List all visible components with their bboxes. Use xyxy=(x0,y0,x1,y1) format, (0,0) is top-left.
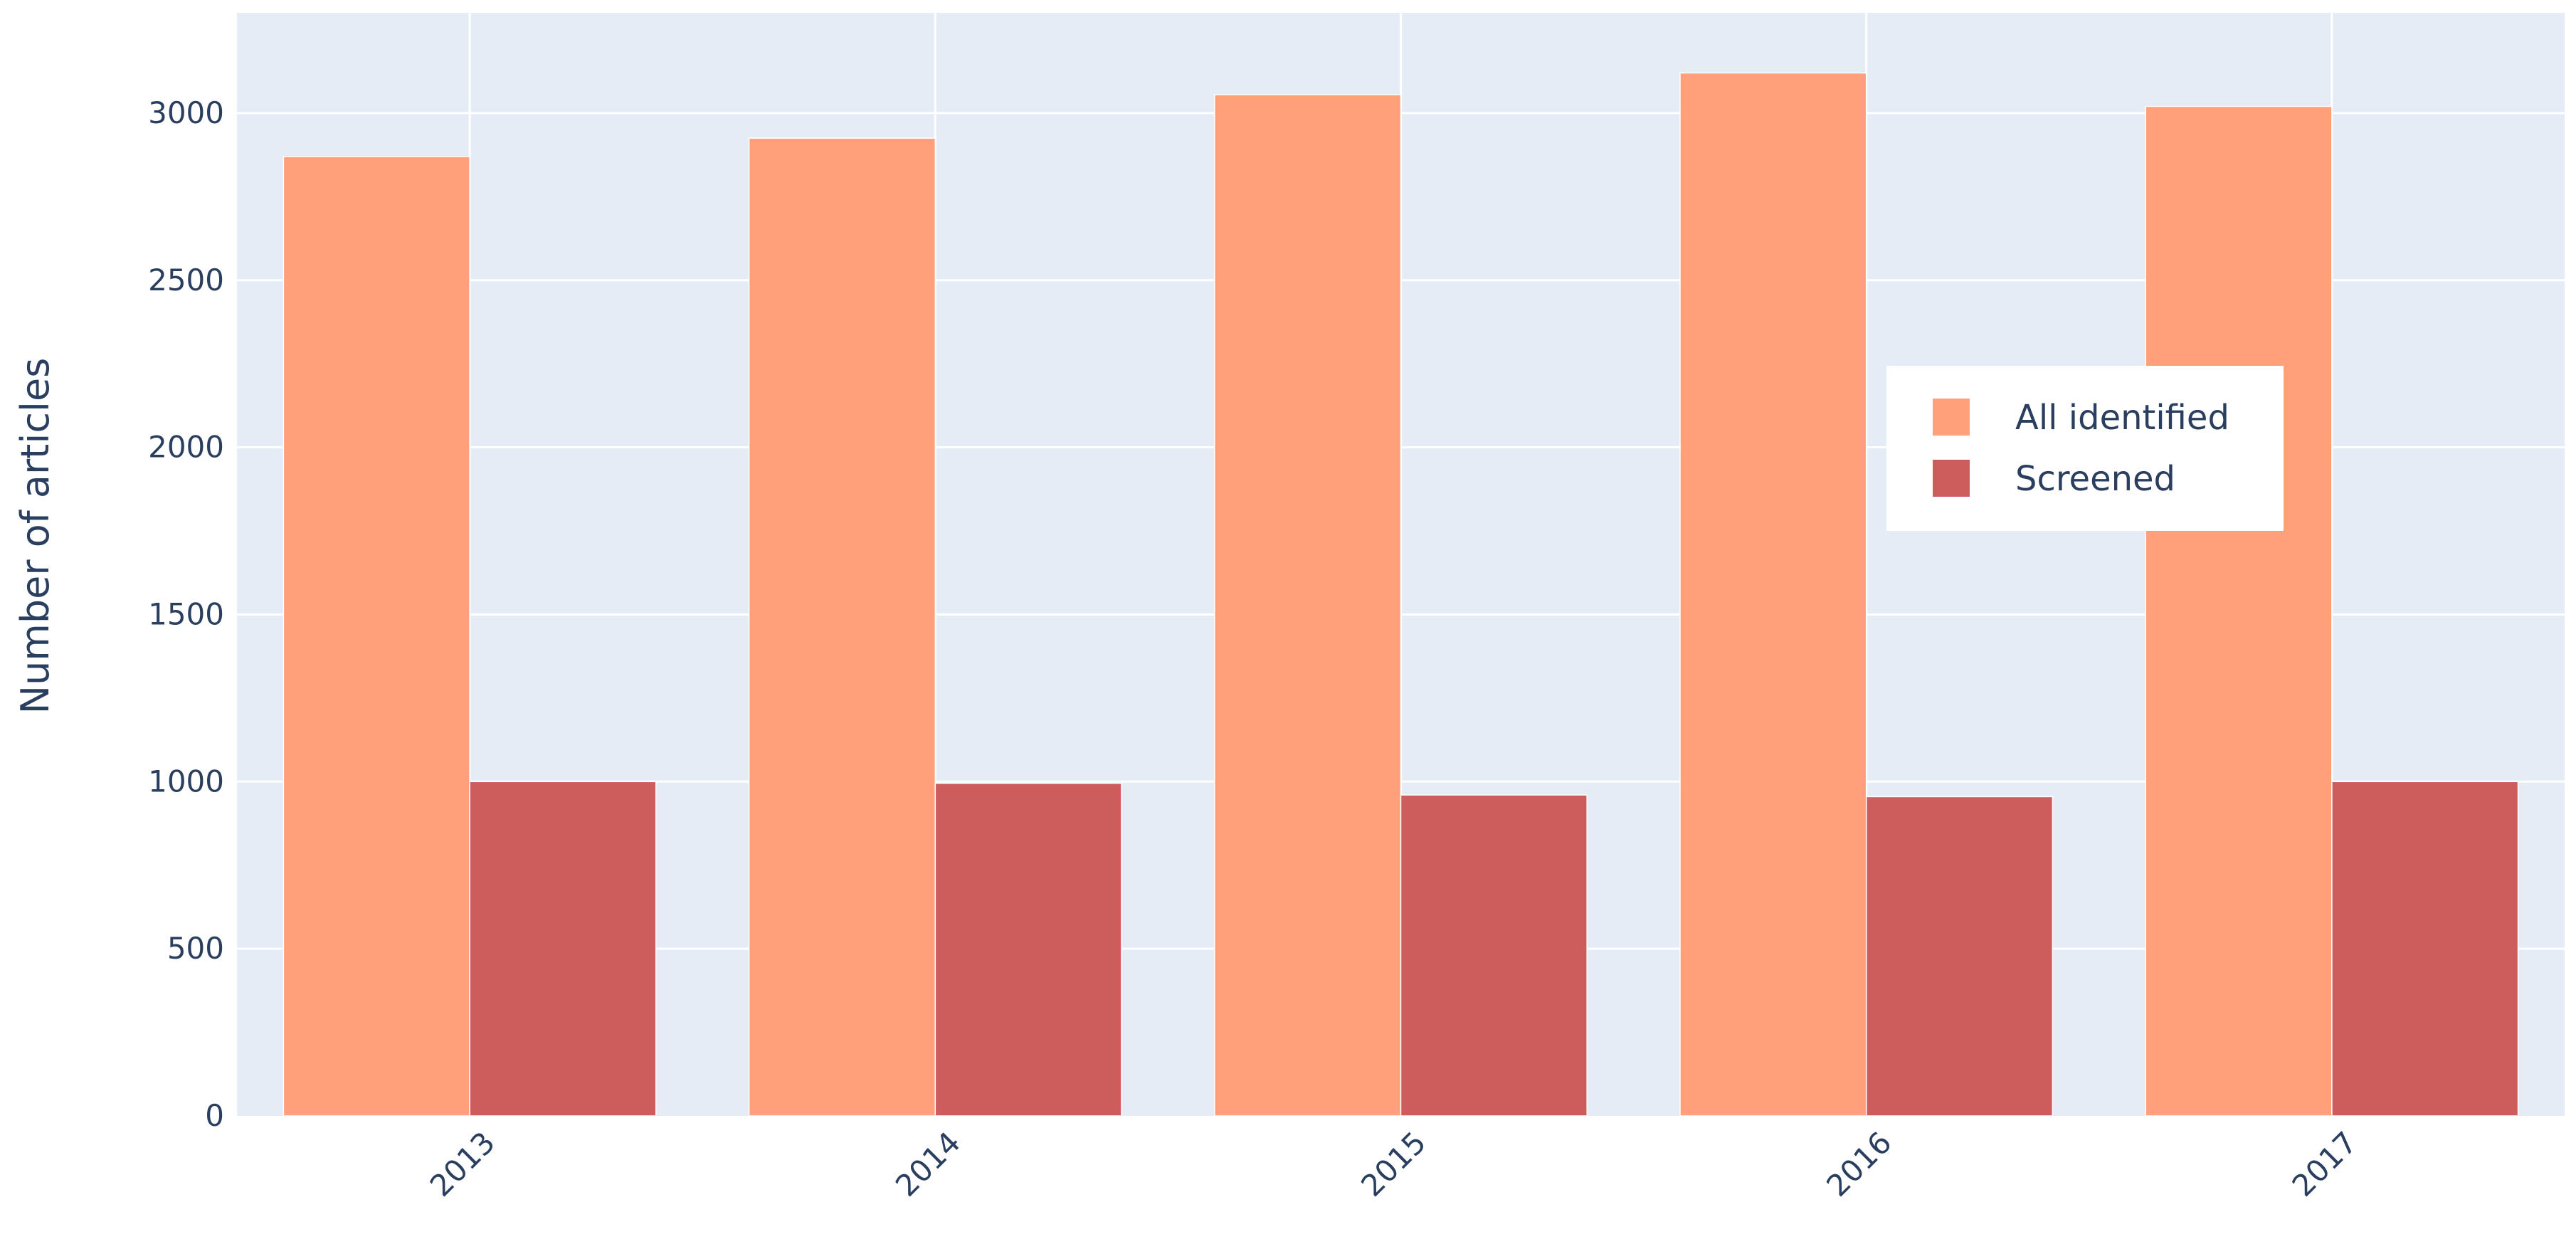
y-tick-label: 2000 xyxy=(148,430,224,465)
bar-all-identified-2017[interactable] xyxy=(2145,105,2333,1117)
bar-all-identified-2014[interactable] xyxy=(748,137,936,1117)
x-tick-label: 2013 xyxy=(423,1125,502,1203)
bar-all-identified-2016[interactable] xyxy=(1679,72,1867,1117)
y-tick-label: 1500 xyxy=(148,596,224,631)
bar-screened-2013[interactable] xyxy=(469,781,657,1117)
x-tick-labels: 2013 2014 2015 2016 2017 xyxy=(423,1125,2364,1203)
y-tick-label: 500 xyxy=(167,931,224,966)
x-tick-label: 2016 xyxy=(1820,1125,1898,1203)
bar-all-identified-2015[interactable] xyxy=(1214,94,1402,1117)
x-tick-label: 2014 xyxy=(889,1125,967,1203)
y-tick-labels: 0 500 1000 1500 2000 2500 3000 xyxy=(148,95,224,1133)
legend[interactable]: All identified Screened xyxy=(1886,366,2284,531)
legend-background xyxy=(1886,366,2284,531)
bar-screened-2016[interactable] xyxy=(1865,796,2054,1117)
legend-label[interactable]: All identified xyxy=(2015,398,2229,438)
y-axis-title: Number of articles xyxy=(13,358,58,715)
legend-swatch-all-identified xyxy=(1933,399,1970,436)
legend-swatch-screened xyxy=(1933,460,1970,497)
bar-screened-2015[interactable] xyxy=(1400,794,1588,1117)
y-tick-label: 0 xyxy=(205,1098,224,1133)
bar-screened-2014[interactable] xyxy=(934,782,1122,1117)
y-tick-label: 2500 xyxy=(148,263,224,297)
x-tick-label: 2015 xyxy=(1354,1125,1432,1203)
bar-screened-2017[interactable] xyxy=(2331,781,2519,1117)
y-tick-label: 1000 xyxy=(148,764,224,798)
y-tick-label: 3000 xyxy=(148,95,224,130)
bars xyxy=(283,72,2519,1117)
legend-label[interactable]: Screened xyxy=(2015,459,2175,499)
x-tick-label: 2017 xyxy=(2286,1125,2364,1203)
bar-all-identified-2013[interactable] xyxy=(283,156,470,1117)
